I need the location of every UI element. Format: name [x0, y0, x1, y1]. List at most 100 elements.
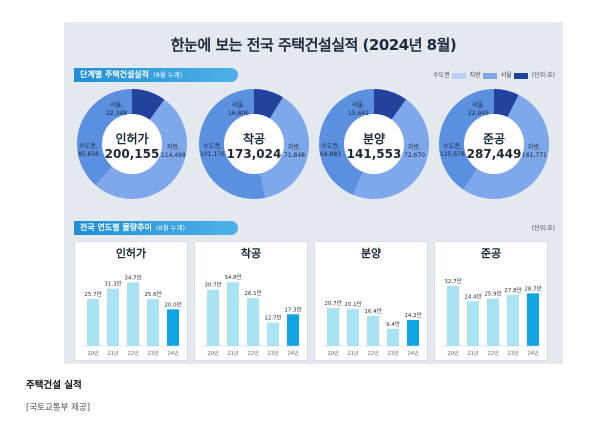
legend-swatch-seoul	[513, 72, 528, 79]
bar-data-label: 25.9만	[484, 290, 501, 298]
label-seoul: 서울, 15,642	[348, 102, 369, 117]
bar-data-label: 27.8만	[504, 286, 521, 294]
label-local: 지방, 114,499	[161, 144, 186, 159]
donut-slice-seoul	[254, 89, 284, 119]
label-capital: 수도권, 68,883	[320, 143, 341, 158]
donut-title: 인허가	[115, 132, 149, 146]
figure-caption: 주택건설 실적	[26, 380, 82, 391]
x-tick-label: 23년	[388, 350, 399, 357]
donut-slice-seoul	[374, 89, 407, 120]
bar-chart-svg: 25.7만 20년 31.3만 21년 34.7만 22년 25.6만 23년 20.0만 24년	[81, 273, 182, 357]
x-tick-label: 23년	[508, 350, 519, 357]
bar	[127, 282, 139, 346]
bar	[207, 289, 219, 346]
unit-label: (단위:호)	[531, 225, 555, 232]
bar-data-label: 31.3만	[104, 280, 121, 288]
bar	[487, 298, 499, 346]
legend-item-capital: 수도권	[433, 70, 466, 79]
donut-total: 141,553	[346, 147, 402, 161]
legend-swatch-capital	[451, 72, 466, 79]
bar-chart-starts: 착공 30.7만 20년 34.8만 21년 26.1만 22년 12.7만 23년 17.3만…	[194, 241, 308, 361]
donut-total: 173,024	[226, 147, 282, 161]
bar	[87, 298, 99, 346]
donut-chart-completions: 준공 287,449 서울, 22,945 수도권, 125,678 지방, 161,…	[438, 88, 550, 200]
bar-data-label: 26.1만	[244, 289, 261, 297]
bar-data-label: 12.7만	[264, 314, 281, 322]
x-tick-label: 21년	[468, 350, 479, 357]
donut-slice-local	[95, 99, 188, 200]
x-tick-label: 22년	[248, 350, 259, 357]
bar	[267, 322, 279, 346]
donut-slice-local	[463, 94, 549, 200]
bar-chart-svg: 32.7만 20년 24.4만 21년 25.9만 22년 27.8만 23년 28.7만 24년	[441, 277, 542, 357]
bar-chart-completions: 준공 32.7만 20년 24.4만 21년 25.9만 22년 27.8만 23년 28.7만…	[434, 241, 548, 361]
bar	[167, 309, 179, 346]
legend-swatch-local	[482, 72, 497, 79]
x-tick-label: 24년	[528, 350, 539, 357]
bar	[147, 299, 159, 346]
bar-data-label: 34.7만	[124, 273, 141, 281]
legend-item-seoul: 서울	[501, 70, 528, 79]
donut-slice-local	[260, 97, 309, 198]
bar	[407, 319, 419, 346]
donut-slice-local	[353, 99, 429, 199]
bar-data-label: 25.7만	[84, 290, 101, 298]
legend-unit: (단위:호)	[531, 72, 555, 79]
donut-title: 분양	[362, 132, 386, 146]
section-banner-label: 단계별 주택건설실적	[80, 70, 150, 79]
label-seoul: 서울, 22,348	[106, 102, 127, 117]
section-banner-yearly: 전국 연도별 물량추이 (8월 누계)	[74, 221, 238, 235]
x-tick-label: 23년	[148, 350, 159, 357]
donut-hole	[344, 114, 404, 174]
label-capital: 수도권, 125,678	[440, 143, 465, 158]
bar-data-label: 20.0만	[164, 300, 181, 308]
bar-data-label: 25.6만	[144, 290, 161, 298]
figure-source: [국토교통부 제공]	[26, 403, 91, 413]
x-tick-label: 20년	[448, 350, 459, 357]
x-tick-label: 21년	[108, 350, 119, 357]
x-tick-label: 24년	[288, 350, 299, 357]
donut-slice-seoul	[494, 89, 519, 118]
x-tick-label: 21년	[228, 350, 239, 357]
section-banner-note: (8월 누계)	[155, 224, 186, 232]
bar	[447, 286, 459, 346]
donut-chart-starts: 착공 173,024 서울, 16,806 수도권, 101,176 지방, 71,8…	[198, 88, 310, 200]
donut-total: 200,155	[104, 147, 160, 161]
bar-chart-permits: 인허가 25.7만 20년 31.3만 21년 34.7만 22년 25.6만 23년 20.0…	[74, 241, 188, 361]
bar-data-label: 16.4만	[364, 307, 381, 315]
x-tick-label: 21년	[348, 350, 359, 357]
section-banner-stages: 단계별 주택건설실적 (8월 누계)	[74, 68, 238, 82]
donut-slice-seoul	[132, 89, 165, 120]
donut-ring	[319, 89, 429, 199]
bar	[227, 282, 239, 346]
bar-data-label: 17.3만	[284, 305, 301, 313]
bar-data-label: 20.1만	[344, 300, 361, 308]
donut-hole	[102, 114, 162, 174]
x-tick-label: 24년	[408, 350, 419, 357]
donut-slice-capital	[319, 89, 374, 195]
donut-chart-permits: 인허가 200,155 서울, 22,348 수도권, 85,656 지방, 114,…	[76, 88, 188, 200]
x-tick-label: 22년	[368, 350, 379, 357]
bar-data-label: 28.7만	[524, 284, 541, 292]
bar-chart-svg: 20.7만 20년 20.1만 21년 16.4만 22년 9.4만 23년 14.2만 24년	[321, 299, 422, 357]
section-banner-label: 전국 연도별 물량추이	[80, 223, 152, 232]
label-capital: 수도권, 85,656	[78, 143, 99, 158]
bar	[327, 308, 339, 346]
bar-data-label: 34.8만	[224, 273, 241, 281]
bar	[347, 309, 359, 346]
bar	[387, 328, 399, 346]
donut-slice-capital	[439, 89, 494, 190]
donut-hole	[224, 114, 284, 174]
bar-data-label: 9.4만	[386, 320, 400, 328]
x-tick-label: 22년	[128, 350, 139, 357]
bar-data-label: 14.2만	[404, 311, 421, 319]
donut-ring	[199, 89, 309, 199]
label-seoul: 서울, 16,806	[228, 102, 249, 117]
bar-chart-title: 분양	[360, 247, 382, 260]
donut-title: 준공	[482, 132, 506, 146]
donut-ring	[439, 89, 549, 200]
bar	[247, 298, 259, 346]
bar	[467, 301, 479, 346]
donut-title: 착공	[242, 132, 266, 146]
section-banner-note: (8월 누계)	[153, 71, 183, 79]
